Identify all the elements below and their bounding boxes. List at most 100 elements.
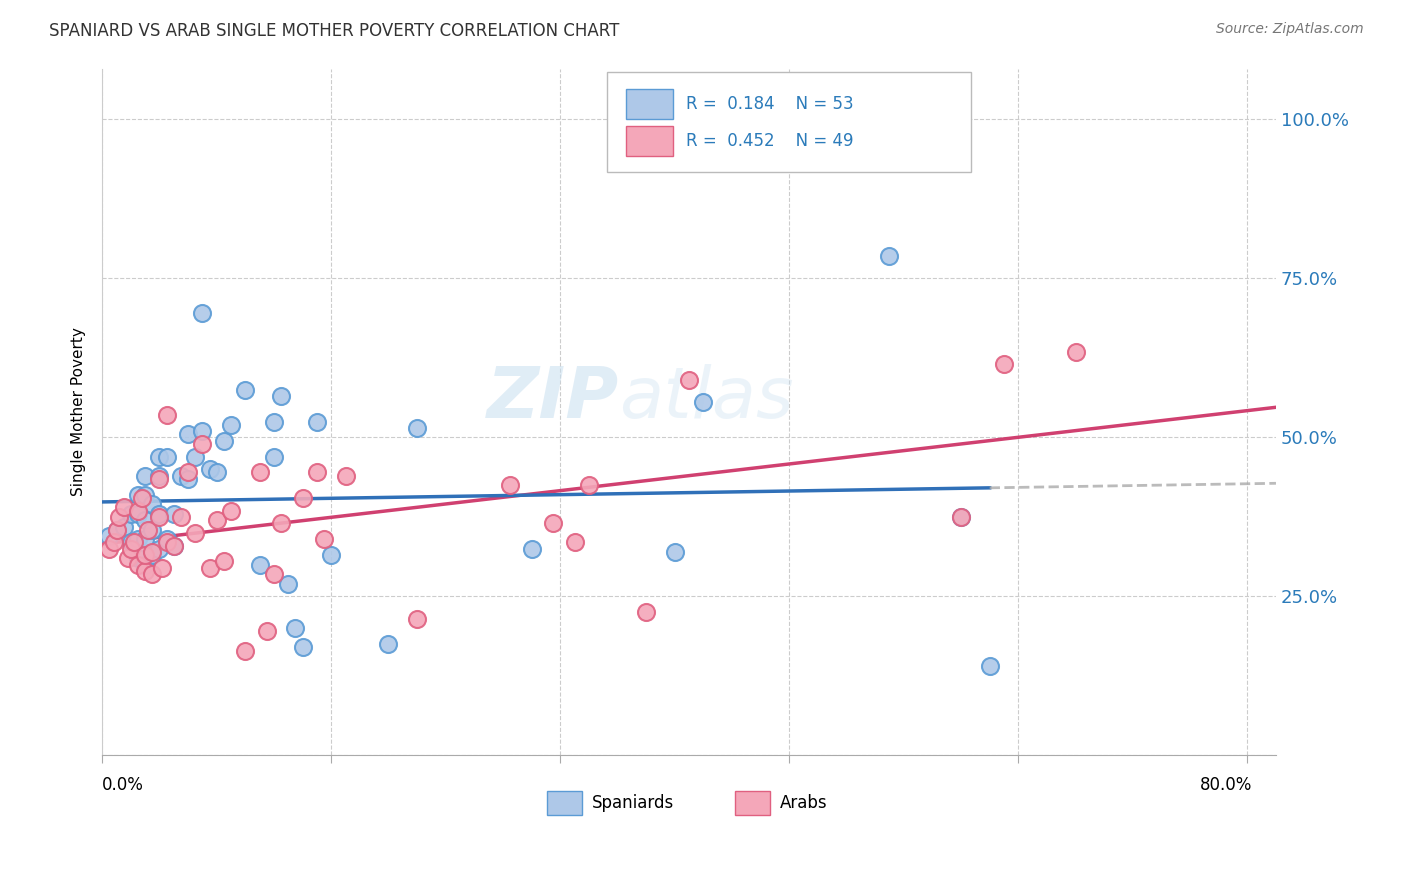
Point [134, 533, 156, 547]
Point [170, 468, 193, 483]
Point [219, 417, 242, 432]
Point [127, 533, 149, 547]
Point [291, 491, 314, 505]
Point [305, 466, 328, 480]
Text: 80.0%: 80.0% [1201, 776, 1253, 794]
Point [284, 621, 307, 635]
Point [177, 466, 200, 480]
Point [120, 535, 142, 549]
Point [291, 640, 314, 655]
Point [136, 523, 159, 537]
Point [127, 558, 149, 572]
Point [256, 624, 278, 639]
Point [305, 415, 328, 429]
Point [263, 415, 285, 429]
Point [541, 516, 564, 531]
Text: ZIP: ZIP [486, 364, 619, 433]
Point [105, 523, 128, 537]
Point [134, 564, 156, 578]
Point [131, 491, 153, 505]
Point [127, 507, 149, 521]
Point [177, 472, 200, 486]
Text: SPANIARD VS ARAB SINGLE MOTHER POVERTY CORRELATION CHART: SPANIARD VS ARAB SINGLE MOTHER POVERTY C… [49, 22, 620, 40]
Point [499, 478, 522, 492]
Point [950, 510, 973, 524]
FancyBboxPatch shape [607, 72, 970, 171]
Point [148, 507, 170, 521]
Point [184, 525, 207, 540]
Point [191, 437, 214, 451]
Point [321, 548, 343, 562]
Point [879, 249, 901, 263]
Point [993, 357, 1015, 371]
Point [564, 535, 586, 549]
Text: atlas: atlas [619, 364, 793, 433]
Point [127, 488, 149, 502]
Point [98, 529, 121, 543]
Point [141, 523, 163, 537]
Point [112, 519, 135, 533]
FancyBboxPatch shape [735, 791, 770, 814]
Text: R =  0.452    N = 49: R = 0.452 N = 49 [686, 132, 853, 151]
Point [263, 567, 285, 582]
Point [406, 612, 429, 626]
Point [184, 450, 207, 464]
Point [636, 606, 658, 620]
Point [979, 659, 1001, 673]
Point [235, 643, 257, 657]
Point [141, 567, 163, 582]
Point [122, 535, 145, 549]
FancyBboxPatch shape [626, 89, 672, 120]
Point [191, 424, 214, 438]
Point [127, 503, 149, 517]
Point [377, 637, 399, 651]
Text: Arabs: Arabs [779, 794, 827, 812]
Point [212, 434, 235, 448]
Point [235, 383, 257, 397]
Point [170, 510, 193, 524]
Text: R =  0.184    N = 53: R = 0.184 N = 53 [686, 95, 853, 113]
Point [212, 554, 235, 568]
Point [120, 507, 142, 521]
Point [150, 561, 173, 575]
Point [163, 539, 186, 553]
Point [134, 548, 156, 562]
Point [678, 373, 700, 387]
Point [692, 395, 714, 409]
Point [191, 306, 214, 320]
Point [141, 497, 163, 511]
FancyBboxPatch shape [626, 127, 672, 156]
Text: Source: ZipAtlas.com: Source: ZipAtlas.com [1216, 22, 1364, 37]
Point [141, 548, 163, 562]
Point [120, 541, 142, 556]
Point [148, 472, 170, 486]
Point [406, 421, 429, 435]
Point [141, 545, 163, 559]
Point [148, 510, 170, 524]
Point [277, 576, 299, 591]
Point [148, 450, 170, 464]
Point [198, 462, 221, 476]
Y-axis label: Single Mother Poverty: Single Mother Poverty [72, 327, 86, 497]
Point [108, 510, 131, 524]
Point [103, 535, 125, 549]
Point [249, 558, 271, 572]
Point [134, 513, 156, 527]
Point [163, 507, 186, 521]
Point [520, 541, 543, 556]
Point [198, 561, 221, 575]
Point [205, 513, 228, 527]
Text: Spaniards: Spaniards [592, 794, 673, 812]
Point [156, 535, 179, 549]
Point [950, 510, 973, 524]
Point [312, 533, 335, 547]
Point [163, 539, 186, 553]
Point [177, 427, 200, 442]
FancyBboxPatch shape [547, 791, 582, 814]
Point [335, 468, 357, 483]
Point [98, 541, 121, 556]
Point [127, 551, 149, 566]
Point [112, 500, 135, 515]
Point [270, 389, 292, 403]
Point [578, 478, 600, 492]
